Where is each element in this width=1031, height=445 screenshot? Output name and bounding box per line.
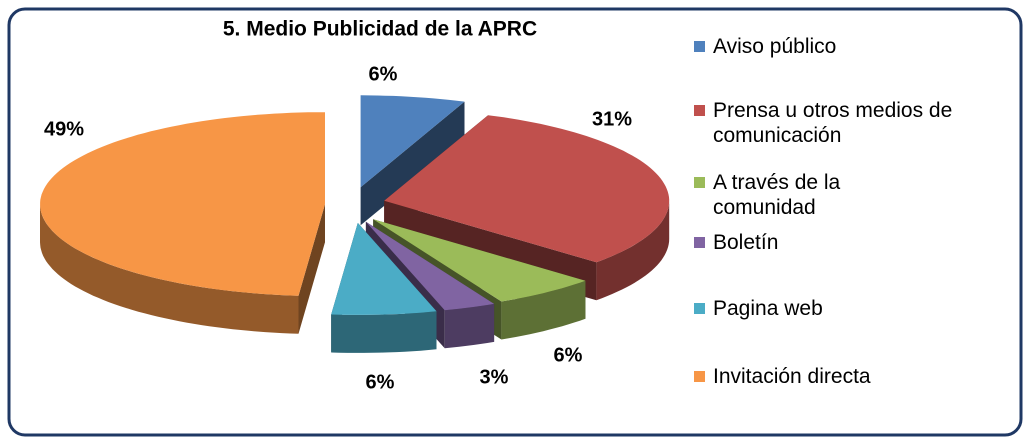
legend-swatch (694, 303, 705, 314)
slice (365, 221, 495, 311)
chart-title: 5. Medio Publicidad de la APRC (223, 18, 537, 41)
slice (360, 95, 465, 188)
legend-item: Invitación directa (694, 364, 994, 389)
legend-label: Prensa u otros medios de comunicación (713, 99, 953, 147)
slice-side (360, 101, 465, 226)
legend-item: A través de la comunidad (694, 170, 994, 220)
legend-swatch (694, 177, 705, 188)
data-label: 49% (44, 118, 84, 140)
data-label: 31% (592, 108, 632, 130)
legend-label: Pagina web (713, 297, 823, 320)
legend-item: Aviso público (694, 34, 994, 59)
slice-rim (596, 200, 670, 301)
slice (40, 112, 325, 296)
data-label: 6% (369, 63, 398, 85)
slice-rim (331, 311, 437, 353)
legend-item: Pagina web (694, 296, 994, 321)
legend-item: Prensa u otros medios de comunicación (694, 98, 994, 148)
legend-swatch (694, 41, 705, 52)
slice-wall (360, 101, 465, 226)
slice-rim (40, 204, 299, 334)
slice (384, 115, 670, 263)
slice (373, 219, 586, 302)
legend-swatch (694, 237, 705, 248)
legend-label: Invitación directa (713, 365, 871, 388)
slice-wall (298, 204, 325, 334)
legend-swatch (694, 371, 705, 382)
legend-swatch (694, 105, 705, 116)
legend-label: Boletín (713, 231, 779, 254)
data-label: 6% (366, 371, 395, 393)
slice-rim (501, 280, 586, 340)
legend-item: Boletín (694, 230, 994, 255)
data-label: 6% (554, 344, 583, 366)
data-label: 3% (480, 366, 509, 388)
slice-side (40, 204, 325, 334)
slice-rim (444, 303, 495, 349)
legend-label: A través de la comunidad (713, 171, 841, 219)
slice (331, 222, 437, 315)
legend-label: Aviso público (713, 35, 837, 58)
